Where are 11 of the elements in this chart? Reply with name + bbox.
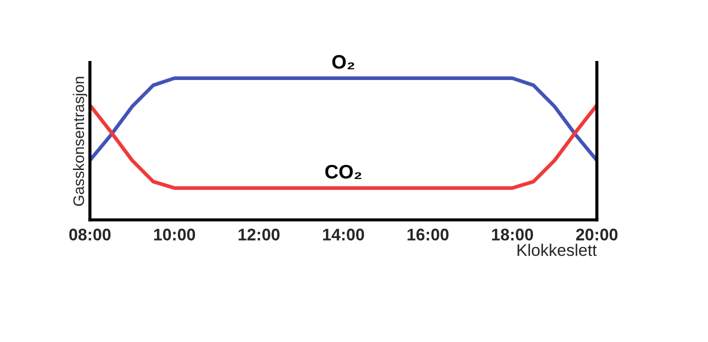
x-tick-label: 20:00 — [576, 228, 618, 240]
x-tick-label: 10:00 — [154, 228, 196, 240]
x-tick-label: 12:00 — [238, 228, 280, 240]
x-tick-label: 14:00 — [323, 228, 364, 240]
series-label: CO₂ — [325, 164, 362, 180]
x-axis-title: Klokkeslett — [518, 244, 597, 256]
y-axis-title: Gasskonsentrasjon — [72, 76, 88, 206]
x-tick-label: 18:00 — [492, 228, 533, 240]
x-tick-label: 08:00 — [69, 228, 111, 240]
series-label: O₂ — [332, 55, 354, 70]
x-tick-label: 16:00 — [408, 228, 448, 240]
